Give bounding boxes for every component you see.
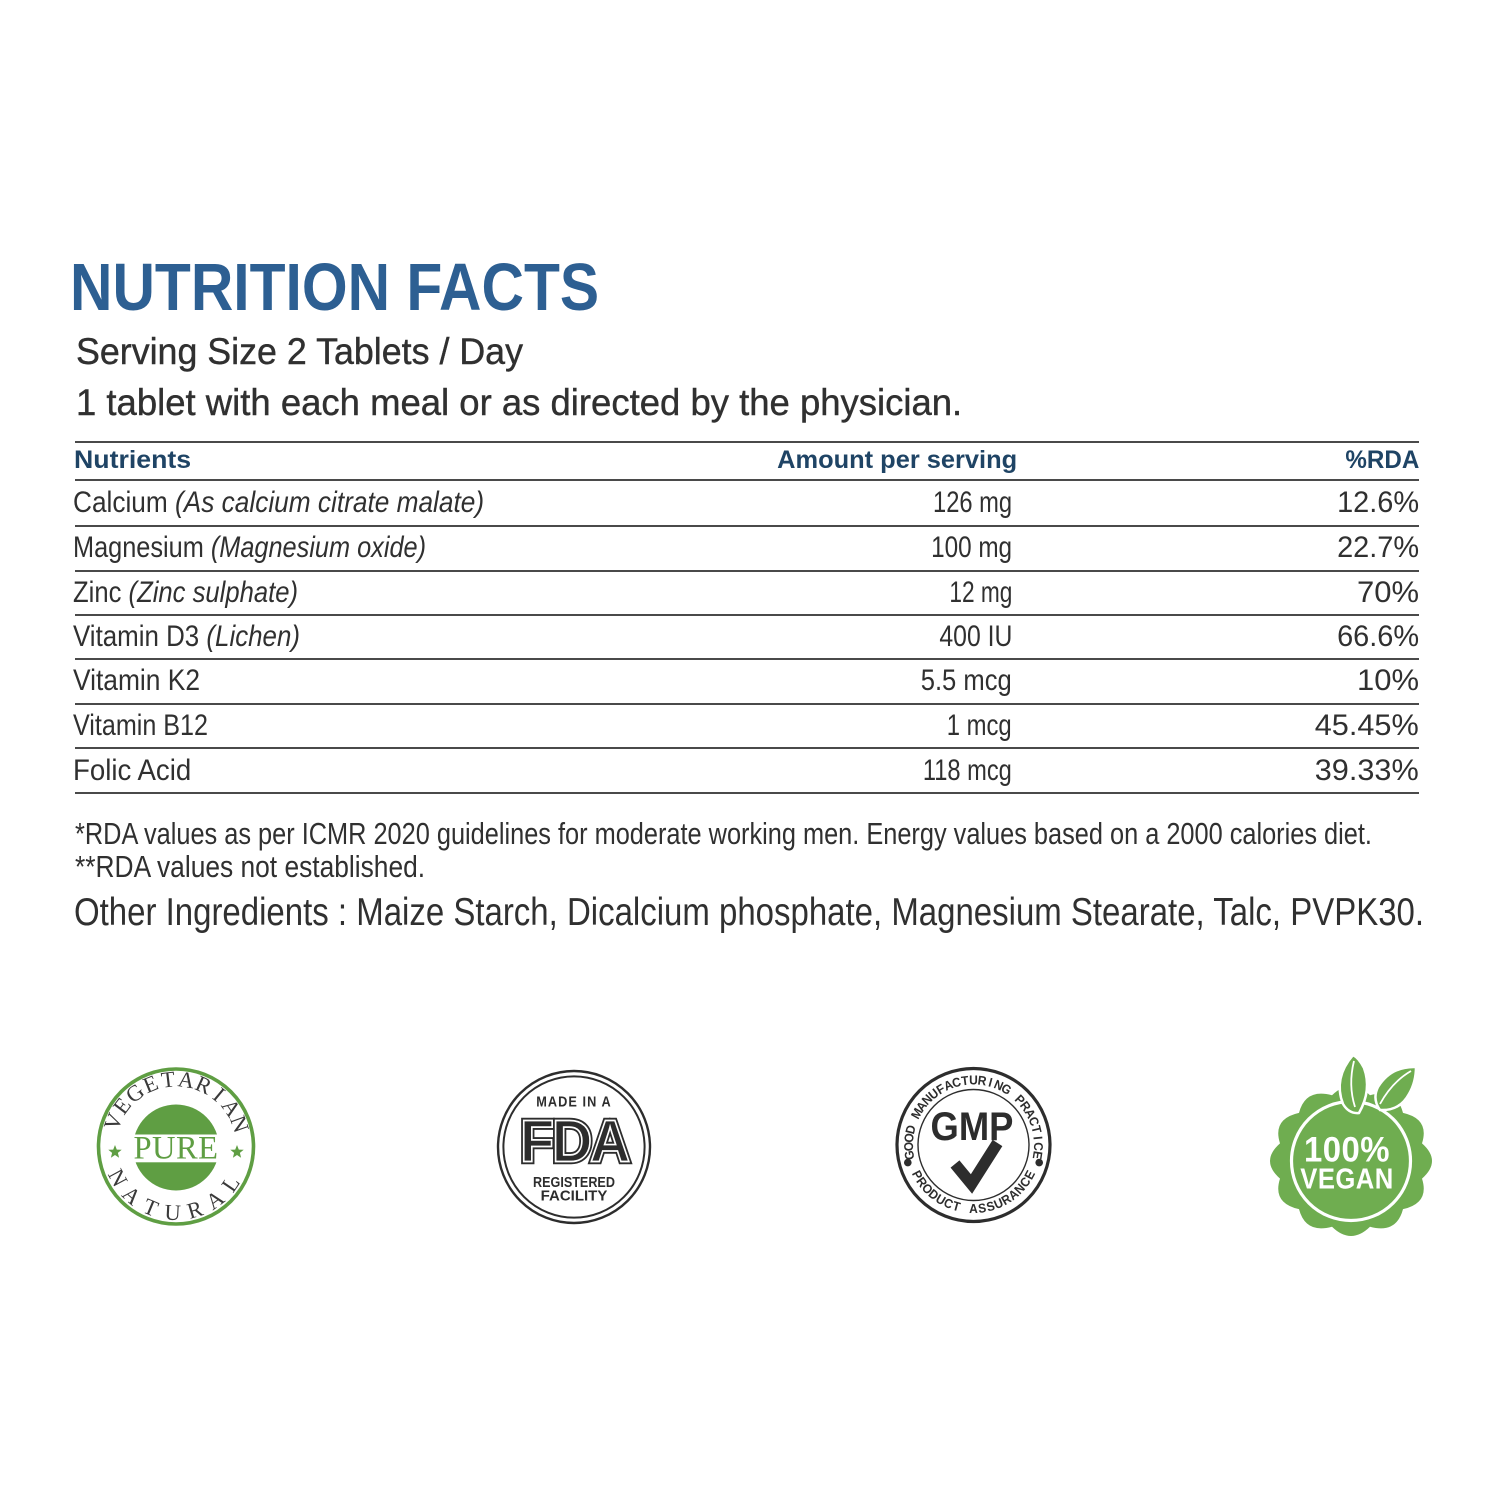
svg-text:100%: 100% xyxy=(1304,1131,1390,1170)
svg-text:A: A xyxy=(969,1202,978,1216)
svg-text:R: R xyxy=(977,1073,988,1088)
svg-text:FACILITY: FACILITY xyxy=(541,1188,608,1205)
svg-text:S: S xyxy=(977,1201,987,1216)
svg-text:T: T xyxy=(951,1199,962,1215)
svg-text:GMP: GMP xyxy=(931,1104,1014,1149)
svg-text:A: A xyxy=(176,1066,197,1093)
svg-text:PURE: PURE xyxy=(133,1131,218,1167)
svg-text:FDA: FDA xyxy=(520,1109,630,1175)
svg-text:I: I xyxy=(987,1075,994,1090)
svg-text:R: R xyxy=(192,1070,216,1099)
svg-text:U: U xyxy=(164,1200,182,1226)
svg-text:G: G xyxy=(902,1149,918,1160)
svg-text:R: R xyxy=(184,1196,206,1224)
svg-text:I: I xyxy=(1030,1136,1045,1141)
svg-text:C: C xyxy=(950,1075,962,1091)
svg-text:FDA: FDA xyxy=(520,1109,630,1175)
svg-text:O: O xyxy=(902,1132,917,1143)
svg-text:MADE IN A: MADE IN A xyxy=(536,1094,612,1110)
svg-text:REGISTERED: REGISTERED xyxy=(533,1173,615,1190)
svg-text:VEGAN: VEGAN xyxy=(1300,1162,1393,1195)
svg-text:E: E xyxy=(1030,1150,1046,1160)
svg-text:D: D xyxy=(903,1124,919,1136)
svg-text:T: T xyxy=(960,1073,970,1088)
svg-text:C: C xyxy=(1031,1142,1046,1151)
svg-text:U: U xyxy=(969,1073,978,1087)
svg-text:N: N xyxy=(225,1112,254,1136)
svg-text:O: O xyxy=(902,1141,917,1151)
svg-text:T: T xyxy=(140,1193,163,1221)
svg-text:A: A xyxy=(117,1181,146,1211)
svg-text:T: T xyxy=(160,1066,177,1092)
svg-text:S: S xyxy=(985,1199,997,1215)
svg-text:T: T xyxy=(1028,1124,1044,1135)
